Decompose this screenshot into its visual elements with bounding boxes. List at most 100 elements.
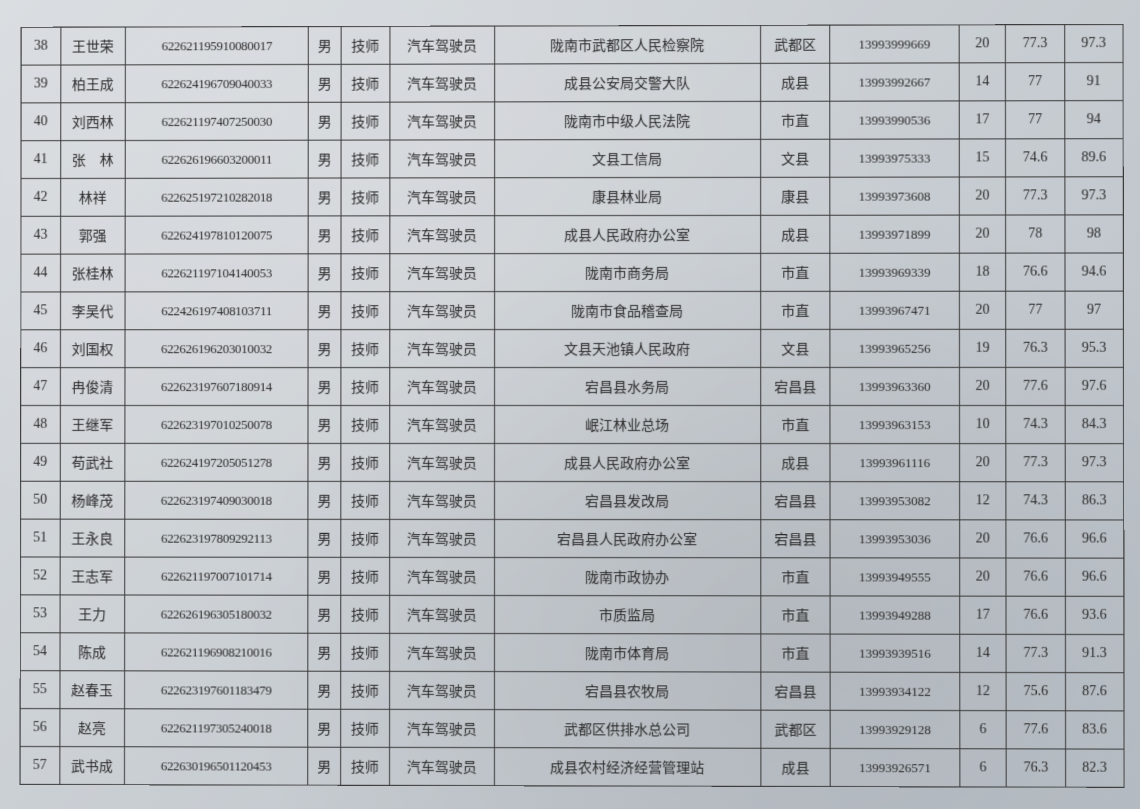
cell-unit: 成县人民政府办公室: [494, 443, 760, 481]
cell-lvl: 技师: [341, 102, 390, 140]
cell-lvl: 技师: [340, 709, 389, 747]
cell-seq: 56: [20, 708, 59, 746]
cell-sex: 男: [308, 519, 341, 557]
cell-name: 王力: [60, 594, 125, 632]
cell-sex: 男: [308, 405, 341, 443]
cell-id: 622623197607180914: [125, 367, 308, 405]
cell-sex: 男: [308, 367, 341, 405]
cell-job: 汽车驾驶员: [390, 253, 495, 291]
cell-seq: 38: [21, 27, 60, 65]
cell-s3: 86.3: [1065, 481, 1124, 519]
table-row: 45李吴代622426197408103711男技师汽车驾驶员陇南市食品稽查局市…: [21, 291, 1124, 330]
cell-lvl: 技师: [341, 26, 390, 64]
cell-area: 成县: [760, 748, 830, 786]
cell-s3: 97.3: [1065, 176, 1124, 214]
cell-s3: 97: [1065, 291, 1124, 329]
cell-area: 康县: [760, 177, 830, 215]
cell-seq: 45: [21, 291, 60, 329]
cell-phone: 13993999669: [830, 24, 959, 62]
cell-lvl: 技师: [340, 633, 389, 671]
cell-lvl: 技师: [341, 140, 390, 178]
cell-phone: 13993961116: [830, 443, 959, 481]
cell-unit: 陇南市中级人民法院: [494, 101, 760, 139]
cell-s2: 77: [1006, 62, 1065, 100]
cell-sex: 男: [308, 291, 341, 329]
cell-phone: 13993967471: [830, 291, 959, 329]
cell-s3: 89.6: [1064, 138, 1123, 176]
cell-job: 汽车驾驶员: [389, 405, 494, 443]
cell-job: 汽车驾驶员: [390, 291, 495, 329]
cell-seq: 54: [20, 632, 59, 670]
table-row: 54陈成622621196908210016男技师汽车驾驶员陇南市体育局市直13…: [20, 632, 1124, 672]
cell-lvl: 技师: [341, 291, 390, 329]
table-row: 57武书成622630196501120453男技师汽车驾驶员成县农村经济经营管…: [20, 746, 1124, 787]
cell-s1: 20: [959, 367, 1006, 405]
cell-phone: 13993975333: [830, 138, 959, 176]
cell-job: 汽车驾驶员: [390, 177, 495, 215]
cell-phone: 13993953082: [830, 481, 959, 519]
cell-seq: 52: [20, 556, 59, 594]
table-row: 51王永良622623197809292113男技师汽车驾驶员宕昌县人民政府办公…: [20, 519, 1123, 558]
cell-job: 汽车驾驶员: [389, 709, 494, 747]
cell-s1: 20: [959, 291, 1006, 329]
cell-sex: 男: [308, 557, 341, 595]
cell-seq: 51: [20, 519, 59, 557]
cell-s2: 76.6: [1006, 558, 1065, 596]
cell-phone: 13993926571: [831, 748, 960, 786]
cell-s1: 12: [959, 672, 1006, 710]
table-row: 43郭强622624197810120075男技师汽车驾驶员成县人民政府办公室成…: [21, 214, 1123, 253]
cell-name: 刘国权: [60, 329, 125, 367]
cell-name: 陈成: [60, 632, 125, 670]
cell-name: 王永良: [60, 519, 125, 557]
cell-job: 汽车驾驶员: [390, 26, 495, 64]
cell-unit: 成县人民政府办公室: [494, 215, 760, 253]
cell-unit: 武都区供排水总公司: [494, 709, 760, 748]
cell-id: 622626196603200011: [125, 140, 308, 178]
table-row: 39柏王成622624196709040033男技师汽车驾驶员成县公安局交警大队…: [21, 62, 1123, 102]
cell-area: 宕昌县: [760, 367, 830, 405]
cell-job: 汽车驾驶员: [389, 557, 494, 595]
cell-s2: 76.3: [1006, 329, 1065, 367]
cell-sex: 男: [308, 253, 341, 291]
cell-seq: 41: [21, 140, 60, 178]
cell-seq: 57: [20, 746, 59, 784]
cell-unit: 成县公安局交警大队: [494, 63, 760, 102]
cell-s2: 74.3: [1006, 405, 1065, 443]
cell-lvl: 技师: [341, 253, 390, 291]
cell-s3: 87.6: [1065, 672, 1124, 710]
cell-area: 成县: [760, 63, 830, 101]
cell-s2: 77.3: [1006, 634, 1065, 672]
cell-unit: 陇南市商务局: [494, 253, 760, 291]
cell-s1: 6: [960, 748, 1007, 786]
cell-seq: 50: [20, 481, 59, 519]
cell-name: 张 林: [60, 140, 125, 178]
cell-lvl: 技师: [341, 443, 390, 481]
table-row: 49苟武社622624197205051278男技师汽车驾驶员成县人民政府办公室…: [21, 443, 1124, 481]
cell-lvl: 技师: [341, 595, 390, 633]
cell-area: 宕昌县: [760, 519, 830, 557]
cell-name: 刘西林: [60, 102, 125, 140]
cell-name: 林祥: [60, 178, 125, 216]
cell-name: 杨峰茂: [60, 481, 125, 519]
table-row: 44张桂林622621197104140053男技师汽车驾驶员陇南市商务局市直1…: [21, 252, 1124, 291]
personnel-table: 38王世荣622621195910080017男技师汽车驾驶员陇南市武都区人民检…: [20, 23, 1125, 787]
cell-sex: 男: [308, 709, 341, 747]
cell-job: 汽车驾驶员: [390, 329, 495, 367]
cell-id: 622623197010250078: [125, 405, 308, 443]
cell-id: 622624197810120075: [125, 215, 308, 253]
cell-phone: 13993971899: [830, 215, 959, 253]
cell-area: 市直: [760, 253, 830, 291]
cell-job: 汽车驾驶员: [389, 671, 494, 709]
cell-seq: 42: [21, 178, 60, 216]
cell-sex: 男: [308, 595, 341, 633]
cell-s1: 14: [959, 634, 1006, 672]
cell-unit: 文县天池镇人民政府: [494, 329, 760, 367]
cell-s2: 77.6: [1006, 710, 1065, 748]
cell-name: 柏王成: [60, 64, 125, 102]
cell-id: 622621196908210016: [125, 632, 308, 670]
cell-s2: 77.3: [1006, 176, 1065, 214]
cell-s2: 77: [1006, 291, 1065, 329]
cell-lvl: 技师: [341, 519, 390, 557]
cell-seq: 55: [20, 670, 59, 708]
cell-area: 市直: [760, 633, 830, 671]
